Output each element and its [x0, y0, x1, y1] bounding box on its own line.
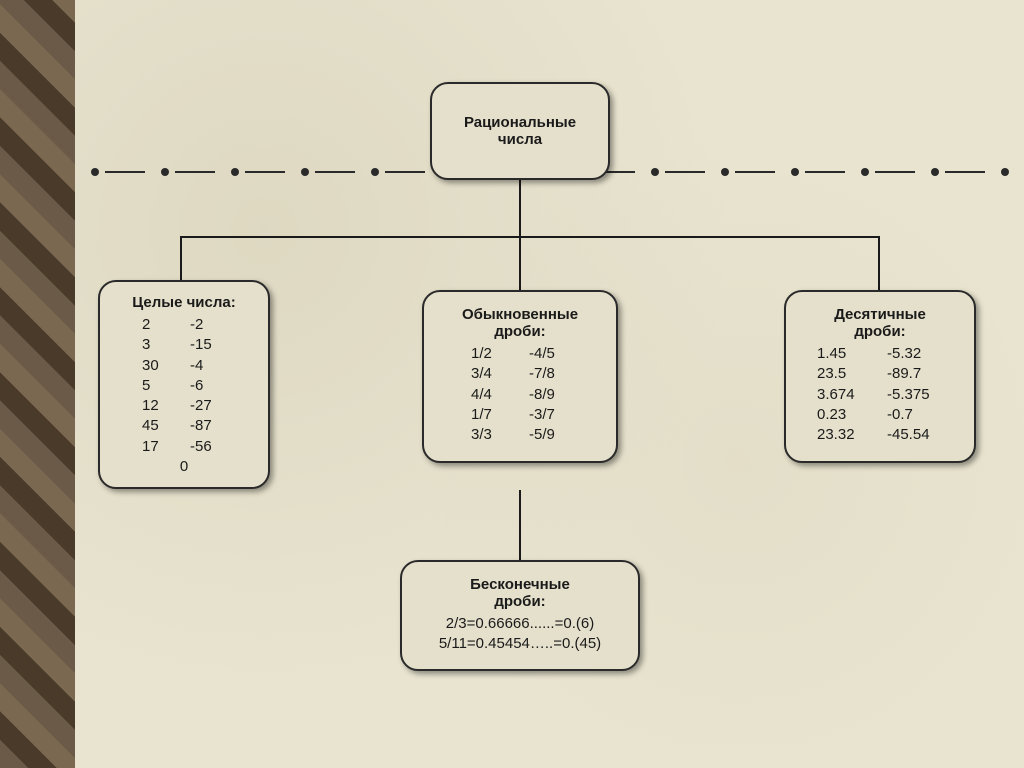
integers-last: 0 [108, 457, 260, 477]
infinite-title-l2: дроби: [410, 593, 630, 610]
connector [180, 236, 880, 238]
decor-dot [301, 168, 309, 176]
col-b: -7/8 [529, 364, 569, 384]
root-title-l1: Рациональные [432, 114, 608, 131]
decorative-left-strip [0, 0, 75, 768]
col-a: 3.674 [817, 385, 869, 405]
decimals-title-l1: Десятичные [794, 306, 966, 323]
col-a: 3/4 [471, 364, 511, 384]
col-a: 1/2 [471, 344, 511, 364]
decor-dash [805, 171, 845, 173]
decor-dash [735, 171, 775, 173]
decor-dot [931, 168, 939, 176]
decimals-rows-row: 1.45 -5.32 [794, 344, 966, 364]
connector [519, 490, 521, 560]
col-b: -3/7 [529, 405, 569, 425]
col-a: 0.23 [817, 405, 869, 425]
col-a: 17 [142, 437, 172, 457]
decimals-rows-row: 3.674 -5.375 [794, 385, 966, 405]
root-title-l2: числа [432, 131, 608, 148]
col-a: 45 [142, 416, 172, 436]
fractions-title-l1: Обыкновенные [432, 306, 608, 323]
fractions-rows-row: 3/3 -5/9 [432, 425, 608, 445]
col-b: -2 [190, 315, 226, 335]
integers-rows-row: 3 -15 [108, 335, 260, 355]
decor-dot [861, 168, 869, 176]
col-a: 1/7 [471, 405, 511, 425]
decor-dash [665, 171, 705, 173]
connector [878, 236, 880, 290]
col-b: -5.375 [887, 385, 943, 405]
decor-dash [105, 171, 145, 173]
col-b: -0.7 [887, 405, 943, 425]
col-b: -15 [190, 335, 226, 355]
infinite-node: Бесконечные дроби: 2/3=0.66666......=0.(… [400, 560, 640, 671]
col-a: 4/4 [471, 385, 511, 405]
fractions-rows-row: 3/4 -7/8 [432, 364, 608, 384]
fractions-rows-row: 1/7 -3/7 [432, 405, 608, 425]
col-a: 3/3 [471, 425, 511, 445]
integers-rows-row: 12 -27 [108, 396, 260, 416]
fractions-title-l2: дроби: [432, 323, 608, 340]
integers-rows-row: 30 -4 [108, 356, 260, 376]
col-b: -56 [190, 437, 226, 457]
fractions-rows-row: 4/4 -8/9 [432, 385, 608, 405]
decor-dot [231, 168, 239, 176]
infinite-title-l1: Бесконечные [410, 576, 630, 593]
col-a: 30 [142, 356, 172, 376]
col-b: -45.54 [887, 425, 943, 445]
col-b: -27 [190, 396, 226, 416]
decor-dot [161, 168, 169, 176]
decor-dot [721, 168, 729, 176]
decimals-title-l2: дроби: [794, 323, 966, 340]
decor-dot [1001, 168, 1009, 176]
col-b: -6 [190, 376, 226, 396]
connector [180, 236, 182, 280]
infinite-line-1: 5/11=0.45454…..=0.(45) [410, 634, 630, 654]
integers-rows-row: 45 -87 [108, 416, 260, 436]
integers-rows-row: 2 -2 [108, 315, 260, 335]
decor-dash [175, 171, 215, 173]
col-a: 5 [142, 376, 172, 396]
col-b: -5.32 [887, 344, 943, 364]
decor-dot [371, 168, 379, 176]
connector [519, 236, 521, 290]
fractions-rows-row: 1/2 -4/5 [432, 344, 608, 364]
connector [519, 180, 521, 238]
decor-dot [651, 168, 659, 176]
integers-node: Целые числа: 2 -2 3 -15 30 -4 5 -6 12 -27 45 -87 17-… [98, 280, 270, 489]
col-b: -87 [190, 416, 226, 436]
col-a: 12 [142, 396, 172, 416]
integers-title: Целые числа: [108, 294, 260, 311]
decimals-rows-row: 23.5 -89.7 [794, 364, 966, 384]
infinite-line-0: 2/3=0.66666......=0.(6) [410, 614, 630, 634]
decor-dash [385, 171, 425, 173]
col-a: 2 [142, 315, 172, 335]
col-b: -4 [190, 356, 226, 376]
decimals-node: Десятичные дроби: 1.45-5.3223.5-89.73.67… [784, 290, 976, 463]
decor-dot [91, 168, 99, 176]
decor-dash [315, 171, 355, 173]
col-b: -8/9 [529, 385, 569, 405]
decor-dash [245, 171, 285, 173]
decor-dash [875, 171, 915, 173]
fractions-node: Обыкновенные дроби: 1/2 -4/5 3/4 -7/8 4/4 -8/… [422, 290, 618, 463]
col-a: 3 [142, 335, 172, 355]
col-a: 1.45 [817, 344, 869, 364]
decimals-rows-row: 0.23 -0.7 [794, 405, 966, 425]
decor-dash [945, 171, 985, 173]
col-a: 23.5 [817, 364, 869, 384]
col-a: 23.32 [817, 425, 869, 445]
integers-rows-row: 17 -56 [108, 437, 260, 457]
col-b: -5/9 [529, 425, 569, 445]
col-b: -89.7 [887, 364, 943, 384]
col-b: -4/5 [529, 344, 569, 364]
decor-dot [791, 168, 799, 176]
integers-rows-row: 5 -6 [108, 376, 260, 396]
decimals-rows-row: 23.32 -45.54 [794, 425, 966, 445]
root-node: Рациональные числа [430, 82, 610, 180]
